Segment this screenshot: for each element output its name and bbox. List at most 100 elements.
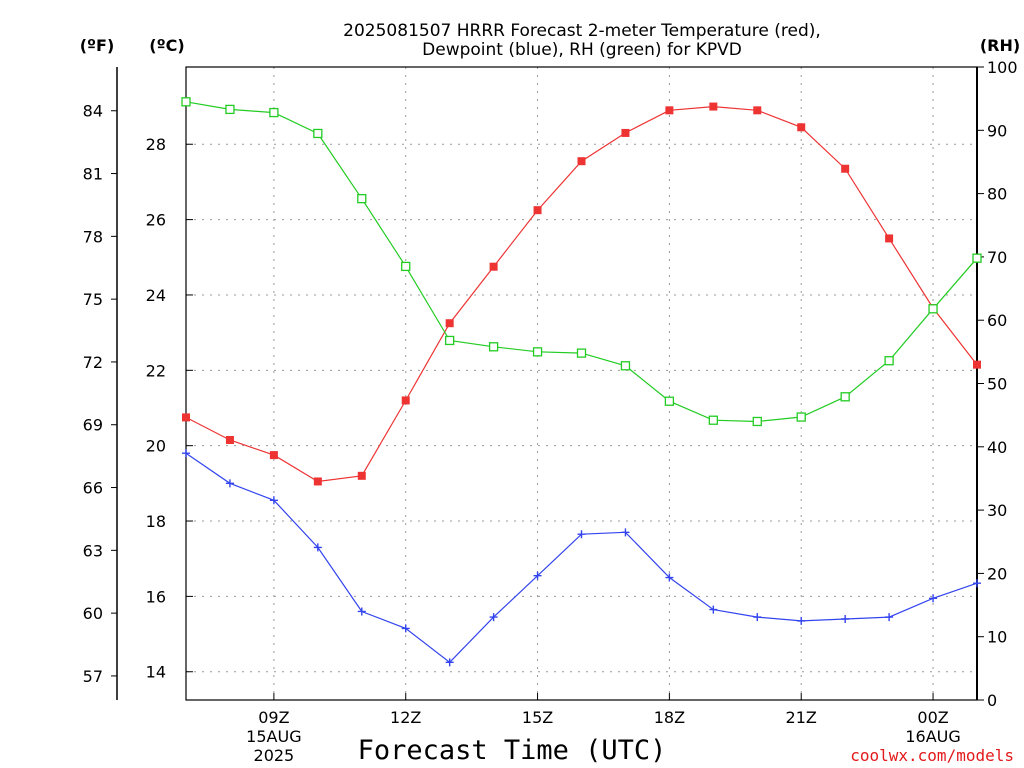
celsius-tick-label: 16	[146, 587, 166, 606]
rh-point	[752, 416, 762, 427]
x-tick-label: 2025	[254, 746, 295, 765]
rh-tick-label: 70	[987, 248, 1007, 267]
celsius-tick-label: 22	[146, 361, 166, 380]
rh-green-series	[181, 97, 982, 427]
rh-point	[884, 356, 894, 366]
dewpoint-point	[357, 607, 366, 616]
celsius-tick-label: 20	[146, 437, 166, 456]
x-tick-label: 18Z	[654, 708, 685, 727]
dewpoint-point	[445, 658, 454, 667]
rh-point	[357, 194, 367, 204]
x-tick-label: 15AUG	[246, 727, 301, 746]
rh-tick-label: 20	[987, 564, 1007, 583]
grid-lines	[186, 67, 977, 700]
series-layer	[181, 97, 982, 667]
fahrenheit-tick-label: 75	[83, 290, 103, 309]
fahrenheit-unit-label: (ºF)	[80, 36, 115, 55]
rh-unit-label: (RH)	[980, 36, 1020, 55]
temperature-point	[489, 262, 498, 271]
temperature-point	[621, 128, 630, 137]
rh-point	[708, 415, 718, 425]
x-tick-label: 09Z	[258, 708, 289, 727]
dewpoint-point	[533, 571, 542, 580]
temperature-point	[885, 234, 894, 243]
dewpoint-point	[489, 613, 498, 622]
tick-labels: 14 16 18 20 22 24 26 28 57 60 63 66 69 72 75 78 81 84 0 10 2…	[83, 58, 1018, 765]
x-tick-label: 16AUG	[905, 727, 960, 746]
celsius-tick-label: 24	[146, 286, 166, 305]
rh-tick-label: 30	[987, 501, 1007, 520]
rh-tick-label: 50	[987, 375, 1007, 394]
fahrenheit-tick-label: 63	[83, 541, 103, 560]
rh-point	[269, 107, 279, 118]
temperature-point	[533, 206, 542, 215]
rh-point	[401, 261, 411, 272]
rh-point	[620, 361, 631, 371]
rh-tick-label: 60	[987, 311, 1007, 330]
source-credit: coolwx.com/models	[850, 746, 1014, 765]
x-tick-label: 12Z	[390, 708, 421, 727]
fahrenheit-tick-label: 60	[83, 604, 103, 623]
rh-tick-label: 100	[987, 58, 1018, 77]
x-tick-label: 21Z	[786, 708, 817, 727]
dewpoint-point	[841, 614, 850, 623]
fahrenheit-tick-label: 84	[83, 102, 103, 121]
temperature-point	[401, 396, 410, 405]
rh-tick-label: 80	[987, 185, 1007, 204]
x-tick-label: 15Z	[522, 708, 553, 727]
temperature-point	[577, 157, 586, 166]
rh-point	[181, 97, 191, 107]
rh-point	[488, 342, 499, 352]
temperature-point	[182, 413, 190, 422]
x-axis-title: Forecast Time (UTC)	[358, 735, 667, 766]
dewpoint-point	[621, 528, 630, 537]
dewpoint-blue-series	[182, 449, 981, 667]
celsius-tick-label: 28	[146, 135, 166, 154]
x-tick-label: 00Z	[917, 708, 948, 727]
rh-point	[532, 347, 543, 357]
rh-point	[796, 412, 806, 422]
fahrenheit-tick-label: 81	[83, 165, 103, 184]
fahrenheit-tick-label: 57	[83, 667, 103, 686]
dewpoint-point	[313, 543, 322, 552]
temperature-point	[797, 123, 806, 132]
temperature-point	[841, 164, 850, 173]
celsius-unit-label: (ºC)	[149, 36, 184, 55]
dewpoint-point	[225, 479, 234, 488]
rh-tick-label: 10	[987, 628, 1007, 647]
celsius-tick-label: 18	[146, 512, 166, 531]
dewpoint-point	[797, 616, 806, 625]
temperature-point	[225, 436, 234, 445]
temperature-point	[973, 360, 981, 369]
celsius-tick-label: 26	[146, 211, 166, 230]
temperature-point	[445, 319, 454, 328]
dewpoint-point	[885, 613, 894, 622]
rh-point	[928, 304, 938, 314]
dewpoint-point	[401, 624, 410, 633]
celsius-tick-label: 14	[146, 663, 166, 682]
fahrenheit-tick-label: 72	[83, 353, 103, 372]
axes	[111, 66, 984, 701]
dewpoint-point	[709, 605, 718, 614]
fahrenheit-tick-label: 69	[83, 416, 103, 435]
temperature-point	[709, 102, 718, 111]
rh-point	[972, 253, 982, 263]
rh-green-line	[185, 101, 978, 423]
rh-tick-label: 90	[987, 121, 1007, 140]
chart-title-line-1: 2025081507 HRRR Forecast 2-meter Tempera…	[343, 21, 821, 41]
temperature-point	[665, 106, 674, 115]
rh-tick-label: 40	[987, 438, 1007, 457]
fahrenheit-tick-label: 66	[83, 479, 103, 498]
temperature-point	[357, 471, 366, 480]
dewpoint-point	[577, 530, 586, 539]
dewpoint-blue-line	[185, 452, 978, 664]
dewpoint-point	[182, 449, 190, 458]
rh-point	[225, 104, 235, 115]
rh-point	[313, 128, 323, 139]
fahrenheit-tick-label: 78	[83, 227, 103, 246]
temperature-red-series	[182, 102, 981, 486]
temperature-point	[753, 106, 762, 115]
rh-point	[664, 396, 675, 406]
rh-point	[445, 335, 455, 346]
